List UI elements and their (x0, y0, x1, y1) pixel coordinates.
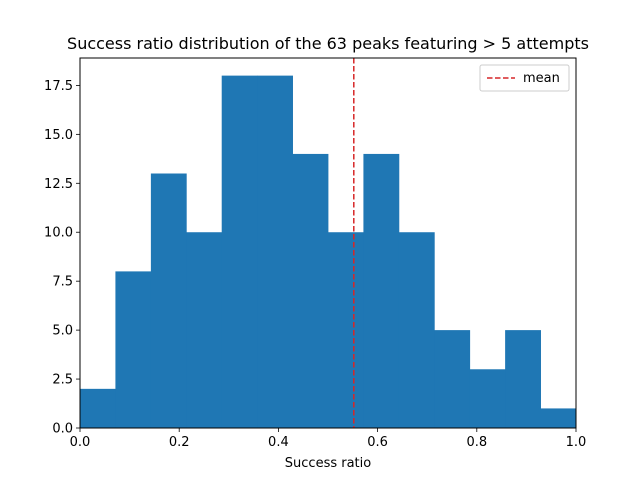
y-tick-label: 0.0 (52, 422, 73, 437)
y-axis-ticks: 0.0 2.5 5.0 7.5 10.0 12.5 15.0 17.5 (44, 79, 80, 437)
histogram-bar (80, 388, 116, 428)
legend-box (479, 64, 570, 92)
x-tick-label: 0.2 (169, 435, 190, 450)
histogram-bar (328, 232, 364, 428)
x-tick-label: 0.8 (466, 435, 487, 450)
histogram-bar (292, 153, 329, 429)
x-tick-label: 0.0 (70, 435, 91, 450)
histogram-bar (505, 330, 541, 428)
y-tick-label: 17.5 (44, 79, 73, 94)
legend: mean (479, 64, 570, 92)
plot-frame (79, 57, 577, 429)
y-tick-label: 10.0 (44, 226, 73, 241)
histogram-bar (434, 330, 471, 428)
histogram-bar (150, 173, 187, 428)
histogram-bar (398, 232, 435, 428)
histogram-bar (540, 408, 577, 428)
y-tick-label: 5.0 (52, 324, 73, 339)
legend-mean-label: mean (523, 71, 560, 86)
histogram-bar (221, 75, 258, 428)
x-axis-label: Success ratio (285, 456, 371, 471)
x-axis-ticks: 0.0 0.2 0.4 0.6 0.8 1.0 (70, 428, 587, 450)
y-tick-label: 15.0 (44, 128, 73, 143)
histogram-bar (257, 75, 293, 428)
x-tick-label: 1.0 (566, 435, 587, 450)
chart-title: Success ratio distribution of the 63 pea… (67, 34, 589, 53)
histogram-bar (469, 369, 506, 428)
y-tick-label: 7.5 (52, 275, 73, 290)
histogram-bar (115, 271, 152, 428)
x-tick-label: 0.6 (367, 435, 388, 450)
bars-group (80, 75, 577, 429)
histogram-bar (186, 232, 223, 428)
histogram-bar (363, 153, 400, 429)
x-tick-label: 0.4 (268, 435, 289, 450)
y-tick-label: 12.5 (44, 177, 73, 192)
y-tick-label: 2.5 (52, 373, 73, 388)
